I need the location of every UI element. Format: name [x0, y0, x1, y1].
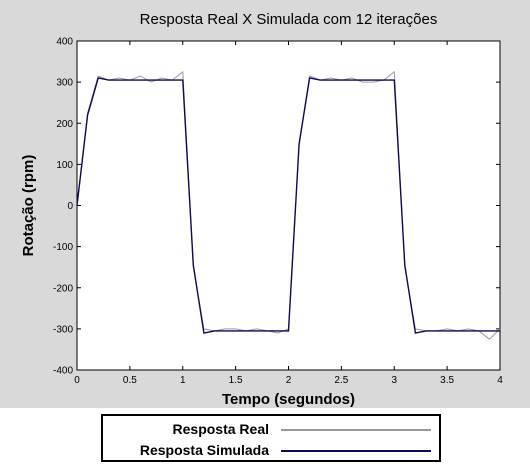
x-tick-label: 2 [286, 375, 292, 386]
x-tick-label: 2.5 [334, 375, 348, 386]
axis-ticks: 0 0.5 1 1.5 2 2.5 3 3.5 4 -400 -300 -200 -100 0 100 200… [53, 37, 503, 387]
y-tick-label: -200 [53, 283, 73, 294]
y-axis-label: Rotação (rpm) [20, 155, 37, 257]
line-chart: 0 0.5 1 1.5 2 2.5 3 3.5 4 -400 -300 -200 -100 0 100 200… [20, 11, 503, 408]
x-tick-label: 3 [391, 375, 397, 386]
legend-label-real: Resposta Real [172, 421, 269, 437]
x-tick-label: 3.5 [440, 375, 454, 386]
y-tick-label: 100 [56, 160, 73, 171]
y-tick-label: -400 [53, 366, 73, 377]
plot-area [76, 40, 501, 371]
y-tick-label: -300 [53, 324, 73, 335]
x-tick-label: 0 [74, 375, 80, 386]
y-tick-label: 400 [56, 37, 73, 48]
y-tick-label: 200 [56, 119, 73, 130]
x-tick-label: 0.5 [123, 375, 137, 386]
legend-entry-real: Resposta Real [103, 419, 439, 441]
legend-entry-simulada: Resposta Simulada [103, 440, 439, 462]
y-tick-label: 0 [67, 201, 73, 212]
figure-background: 0 0.5 1 1.5 2 2.5 3 3.5 4 -400 -300 -200 -100 0 100 200… [0, 0, 530, 408]
legend-label-simulada: Resposta Simulada [139, 442, 269, 458]
x-axis-label: Tempo (segundos) [222, 391, 355, 408]
x-tick-label: 1.5 [229, 375, 243, 386]
legend-swatch-simulada [281, 450, 431, 452]
series-lines [76, 70, 501, 340]
legend-swatch-real [281, 429, 431, 431]
x-tick-label: 4 [497, 375, 503, 386]
series-line-simulada [76, 77, 500, 334]
y-tick-label: 300 [56, 78, 73, 89]
x-tick-label: 1 [180, 375, 186, 386]
legend: Resposta Real Resposta Simulada [101, 414, 441, 462]
y-tick-label: -100 [53, 242, 73, 253]
chart-title: Resposta Real X Simulada com 12 iteraçõe… [140, 11, 438, 28]
